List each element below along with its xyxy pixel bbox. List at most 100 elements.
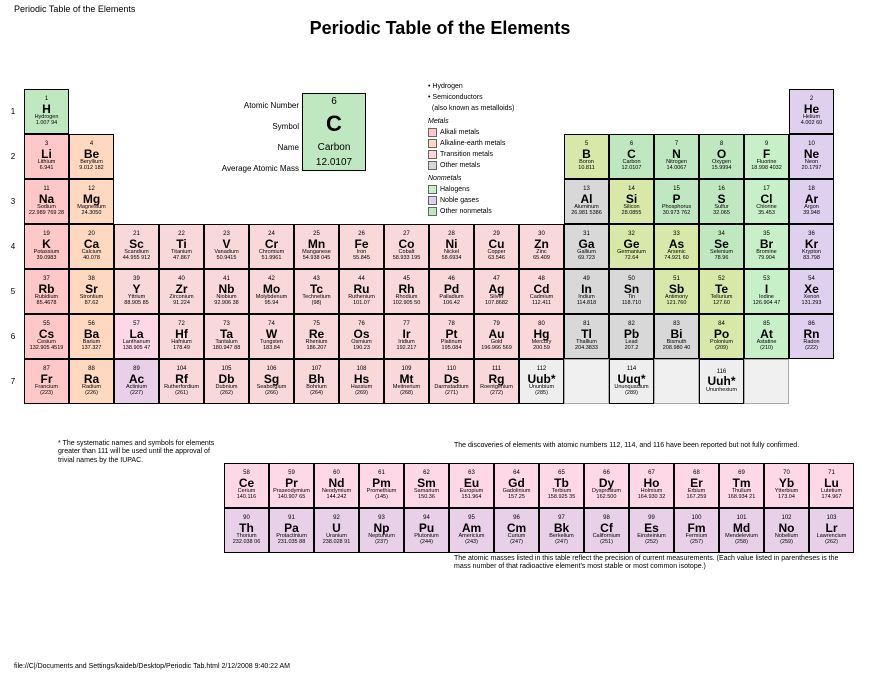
period-2: 2 — [6, 134, 20, 179]
element-At: 85AtAstatine(210) — [744, 314, 789, 359]
atomic-mass: 15.9994 — [712, 166, 732, 172]
legend-name: Carbon — [318, 142, 351, 153]
element-No: 102NoNobelium(259) — [764, 508, 809, 553]
key-noble: Noble gases — [428, 195, 514, 206]
atomic-mass: (262) — [825, 540, 838, 546]
atomic-mass: 35.453 — [758, 211, 775, 217]
element-N: 7NNitrogen14.0067 — [654, 134, 699, 179]
legend-label-mass: Average Atomic Mass — [194, 158, 299, 179]
key-halogens: Halogens — [428, 184, 514, 195]
atomic-mass: 88.905 85 — [124, 301, 148, 307]
atomic-mass: 195.084 — [442, 346, 462, 352]
atomic-mass: 69.723 — [578, 256, 595, 262]
legend-label-symbol: Symbol — [194, 116, 299, 137]
atomic-mass: (251) — [600, 540, 613, 546]
atomic-mass: (271) — [445, 391, 458, 397]
atomic-mass: 112.411 — [532, 301, 551, 307]
element-Ta: 73TaTantalum180.947 88 — [204, 314, 249, 359]
legend-sample-cell: 6 C Carbon 12.0107 — [302, 93, 366, 171]
element-F: 9FFluorine18.998 4032 — [744, 134, 789, 179]
element-Eu: 63EuEuropium151.964 — [449, 463, 494, 508]
atomic-mass: (264) — [310, 391, 323, 397]
period-numbers: 1234567 — [6, 89, 20, 404]
element-Gd: 64GdGadolinium157.25 — [494, 463, 539, 508]
atomic-mass: 55.845 — [353, 256, 370, 262]
element-Ru: 44RuRuthenium101.07 — [339, 269, 384, 314]
element-Li: 3LiLithium6.941 — [24, 134, 69, 179]
element-Np: 93NpNeptunium(237) — [359, 508, 404, 553]
element-Es: 99EsEinsteinium(252) — [629, 508, 674, 553]
element-Rn: 86RnRadon(222) — [789, 314, 834, 359]
element-Lu: 71LuLutetium174.967 — [809, 463, 854, 508]
atomic-mass: 6.941 — [40, 166, 54, 172]
element-Cm: 96CmCurium(247) — [494, 508, 539, 553]
key-semiconductors: • Semiconductors (also known as metalloi… — [428, 92, 514, 114]
element-Br: 35BrBromine79.904 — [744, 224, 789, 269]
key-alkali: Alkali metals — [428, 127, 514, 138]
atomic-mass: 238.028 91 — [323, 540, 351, 546]
atomic-mass: 164.930 32 — [638, 495, 666, 501]
atomic-mass: 65.409 — [533, 256, 550, 262]
element-Th: 90ThThorium232.038 06 — [224, 508, 269, 553]
atomic-mass: 157.25 — [508, 495, 525, 501]
atomic-mass: 178.49 — [173, 346, 190, 352]
atomic-mass: 1.007 94 — [36, 121, 57, 127]
swatch-icon — [428, 139, 437, 148]
atomic-mass: 20.1797 — [802, 166, 822, 172]
element-Na: 11NaSodium22.989 769 28 — [24, 179, 69, 224]
element-Au: 79AuGold196.966 569 — [474, 314, 519, 359]
atomic-mass: 92.906 38 — [214, 301, 238, 307]
key-metals-heading: Metals — [428, 116, 514, 127]
atomic-mass: 9.012 182 — [79, 166, 103, 172]
element-Ni: 28NiNickel58.6934 — [429, 224, 474, 269]
atomic-mass: 232.038 06 — [233, 540, 261, 546]
atomic-mass: 207.2 — [625, 346, 639, 352]
atomic-mass: 24.3050 — [82, 211, 102, 217]
element-Xe: 54XeXenon131.293 — [789, 269, 834, 314]
element-B: 5BBoron10.811 — [564, 134, 609, 179]
element-Rb: 37RbRubidium85.4678 — [24, 269, 69, 314]
atomic-mass: 32.065 — [713, 211, 730, 217]
element-Sr: 38SrStrontium87.62 — [69, 269, 114, 314]
element-Cd: 48CdCadmium112.411 — [519, 269, 564, 314]
element-Cs: 55CsCesium132.905 4519 — [24, 314, 69, 359]
atomic-mass: (237) — [375, 540, 388, 546]
element-Sg: 106SgSeaborgium(266) — [249, 359, 294, 404]
element-Zr: 40ZrZirconium91.224 — [159, 269, 204, 314]
swatch-icon — [428, 185, 437, 194]
element-name: Ununhexium — [706, 388, 737, 394]
element-Al: 13AlAluminum26.981 5386 — [564, 179, 609, 224]
atomic-mass: 101.07 — [353, 301, 370, 307]
element-Nb: 41NbNiobium92.906 38 — [204, 269, 249, 314]
element-Cr: 24CrChromium51.9961 — [249, 224, 294, 269]
atomic-mass: 47.867 — [173, 256, 190, 262]
atomic-mass: 162.500 — [597, 495, 617, 501]
element-Mn: 25MnManganese54.938 045 — [294, 224, 339, 269]
swatch-icon — [428, 207, 437, 216]
atomic-mass: (98) — [312, 301, 322, 307]
atomic-mass: (247) — [555, 540, 568, 546]
note-masses: The atomic masses listed in this table r… — [454, 555, 854, 572]
element-Cu: 29CuCopper63.546 — [474, 224, 519, 269]
element-Ho: 67HoHolmium164.930 32 — [629, 463, 674, 508]
element-Ne: 10NeNeon20.1797 — [789, 134, 834, 179]
atomic-mass: (145) — [375, 495, 388, 501]
key-other-nonmetals: Other nonmetals — [428, 206, 514, 217]
atomic-mass: 87.62 — [85, 301, 99, 307]
atomic-mass: 79.904 — [758, 256, 775, 262]
element-Uuq: 114Uuq*Ununquadium(289) — [609, 359, 654, 404]
atomic-mass: 39.0983 — [37, 256, 57, 262]
placeholder-g13 — [564, 359, 609, 404]
period-3: 3 — [6, 179, 20, 224]
legend-label-atomic-number: Atomic Number — [194, 95, 299, 116]
atomic-mass: 44.955 912 — [123, 256, 151, 262]
atomic-mass: (269) — [355, 391, 368, 397]
element-Lr: 103LrLawrencium(262) — [809, 508, 854, 553]
atomic-mass: 167.259 — [687, 495, 707, 501]
swatch-icon — [428, 150, 437, 159]
element-Pa: 91PaProtactinium231.035 88 — [269, 508, 314, 553]
atomic-mass: (272) — [490, 391, 503, 397]
atomic-mass: 63.546 — [488, 256, 505, 262]
atomic-mass: 138.905 47 — [123, 346, 151, 352]
element-Ir: 77IrIridium192.217 — [384, 314, 429, 359]
